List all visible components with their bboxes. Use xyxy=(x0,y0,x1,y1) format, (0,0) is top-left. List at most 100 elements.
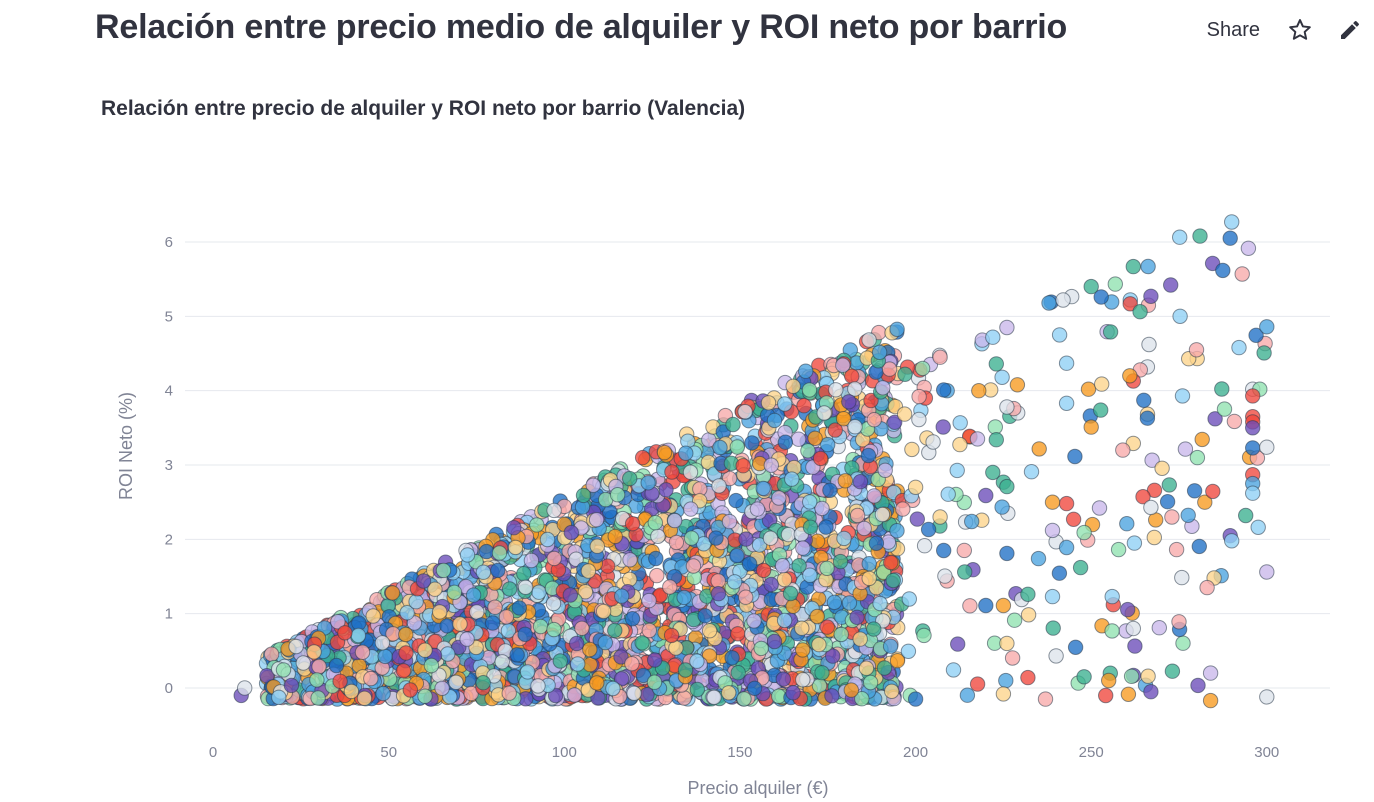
scatter-point[interactable] xyxy=(350,627,367,644)
scatter-point[interactable] xyxy=(465,587,482,603)
scatter-point[interactable] xyxy=(914,360,931,377)
scatter-point[interactable] xyxy=(949,462,965,479)
scatter-point[interactable] xyxy=(847,381,863,397)
scatter-point[interactable] xyxy=(868,535,885,551)
scatter-point[interactable] xyxy=(730,665,746,681)
scatter-point[interactable] xyxy=(332,673,348,689)
scatter-point[interactable] xyxy=(874,506,891,523)
scatter-point[interactable] xyxy=(1159,494,1176,510)
scatter-point[interactable] xyxy=(491,545,508,561)
scatter-point[interactable] xyxy=(811,636,827,653)
scatter-point[interactable] xyxy=(875,380,891,396)
scatter-point[interactable] xyxy=(1031,441,1047,457)
scatter-point[interactable] xyxy=(1245,420,1261,436)
scatter-point[interactable] xyxy=(607,528,623,545)
scatter-point[interactable] xyxy=(469,604,485,620)
scatter-point[interactable] xyxy=(741,556,758,572)
scatter-point[interactable] xyxy=(1058,495,1075,512)
scatter-point[interactable] xyxy=(907,479,924,495)
scatter-point[interactable] xyxy=(1083,419,1099,435)
scatter-point[interactable] xyxy=(959,687,976,703)
scatter-point[interactable] xyxy=(1141,336,1157,353)
scatter-point[interactable] xyxy=(1245,485,1261,501)
scatter-point[interactable] xyxy=(883,554,899,571)
scatter-point[interactable] xyxy=(398,626,414,643)
scatter-point[interactable] xyxy=(487,599,503,615)
scatter-point[interactable] xyxy=(1186,483,1203,499)
scatter-point[interactable] xyxy=(570,656,586,672)
scatter-point[interactable] xyxy=(746,613,762,629)
scatter-point[interactable] xyxy=(763,457,779,473)
scatter-point[interactable] xyxy=(1004,650,1021,666)
scatter-point[interactable] xyxy=(1006,612,1023,628)
scatter-point[interactable] xyxy=(1076,669,1092,685)
scatter-point[interactable] xyxy=(999,635,1015,652)
scatter-point[interactable] xyxy=(925,434,941,450)
scatter-point[interactable] xyxy=(909,511,925,527)
scatter-point[interactable] xyxy=(1140,258,1156,275)
scatter-point[interactable] xyxy=(785,685,801,701)
scatter-point[interactable] xyxy=(501,581,518,597)
scatter-point[interactable] xyxy=(408,594,424,610)
scatter-point[interactable] xyxy=(916,627,932,644)
scatter-point[interactable] xyxy=(310,690,326,706)
scatter-point[interactable] xyxy=(432,604,448,620)
scatter-point[interactable] xyxy=(1055,292,1071,308)
scatter-point[interactable] xyxy=(755,562,772,579)
scatter-point[interactable] xyxy=(724,650,740,666)
scatter-point[interactable] xyxy=(766,412,783,429)
scatter-point[interactable] xyxy=(1044,494,1061,510)
scatter-point[interactable] xyxy=(885,572,901,589)
scatter-point[interactable] xyxy=(662,579,678,595)
scatter-point[interactable] xyxy=(812,450,829,467)
scatter-point[interactable] xyxy=(1192,228,1208,244)
scatter-point[interactable] xyxy=(849,609,865,625)
scatter-point[interactable] xyxy=(668,534,685,551)
scatter-point[interactable] xyxy=(872,595,888,612)
scatter-point[interactable] xyxy=(814,665,830,681)
scatter-point[interactable] xyxy=(1191,538,1208,555)
scatter-point[interactable] xyxy=(452,616,468,632)
scatter-point[interactable] xyxy=(1125,620,1142,637)
scatter-point[interactable] xyxy=(849,507,866,524)
scatter-point[interactable] xyxy=(511,600,527,616)
scatter-point[interactable] xyxy=(689,653,705,669)
scatter-point[interactable] xyxy=(506,520,522,536)
scatter-point[interactable] xyxy=(911,411,927,428)
scatter-point[interactable] xyxy=(801,382,818,398)
scatter-point[interactable] xyxy=(1259,564,1275,580)
scatter-point[interactable] xyxy=(415,573,432,589)
scatter-point[interactable] xyxy=(701,623,718,639)
scatter-point[interactable] xyxy=(697,608,713,624)
scatter-point[interactable] xyxy=(1037,691,1054,707)
scatter-point[interactable] xyxy=(822,482,838,498)
scatter-point[interactable] xyxy=(624,611,641,627)
scatter-point[interactable] xyxy=(398,645,414,661)
scatter-point[interactable] xyxy=(784,471,800,487)
scatter-point[interactable] xyxy=(816,405,832,421)
scatter-point[interactable] xyxy=(807,430,823,446)
scatter-point[interactable] xyxy=(956,542,972,559)
scatter-point[interactable] xyxy=(936,382,952,398)
scatter-point[interactable] xyxy=(738,589,754,605)
scatter-point[interactable] xyxy=(889,321,905,338)
scatter-point[interactable] xyxy=(937,568,953,584)
scatter-point[interactable] xyxy=(882,638,899,654)
scatter-point[interactable] xyxy=(1205,483,1221,500)
scatter-point[interactable] xyxy=(1044,522,1061,539)
scatter-point[interactable] xyxy=(1009,377,1026,393)
scatter-point[interactable] xyxy=(738,531,754,547)
scatter-point[interactable] xyxy=(446,584,463,600)
scatter-point[interactable] xyxy=(721,513,738,530)
scatter-point[interactable] xyxy=(1214,381,1230,397)
scatter-point[interactable] xyxy=(749,501,766,517)
scatter-point[interactable] xyxy=(1083,278,1099,295)
scatter-point[interactable] xyxy=(776,571,793,588)
scatter-point[interactable] xyxy=(995,686,1012,702)
scatter-point[interactable] xyxy=(531,584,547,600)
scatter-point[interactable] xyxy=(1164,509,1180,525)
scatter-point[interactable] xyxy=(794,620,810,636)
scatter-point[interactable] xyxy=(995,597,1012,614)
scatter-point[interactable] xyxy=(582,641,598,658)
scatter-point[interactable] xyxy=(689,681,705,698)
